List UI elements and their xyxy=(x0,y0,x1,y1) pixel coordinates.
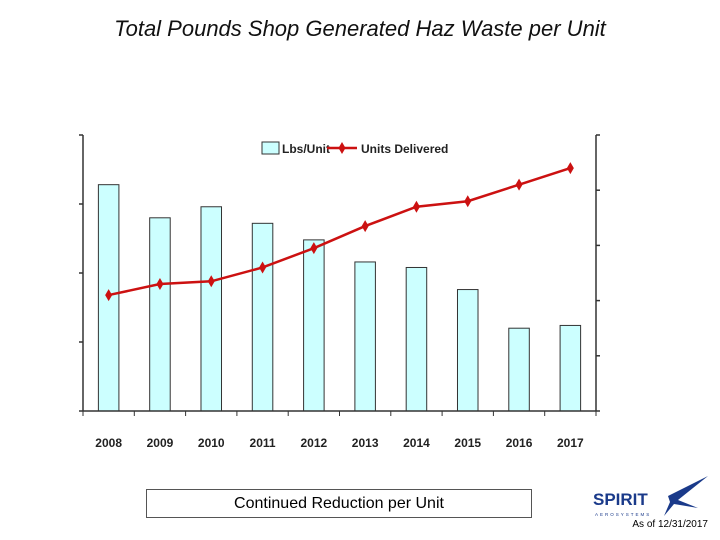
line-point-2015 xyxy=(464,195,472,208)
x-tick-label: 2010 xyxy=(198,436,225,450)
line-point-2013 xyxy=(361,220,369,233)
x-tick-label: 2016 xyxy=(506,436,533,450)
bar-2011 xyxy=(251,222,274,412)
chart-title: Total Pounds Shop Generated Haz Waste pe… xyxy=(114,16,606,41)
x-tick-label: 2009 xyxy=(147,436,174,450)
caption-box: Continued Reduction per Unit xyxy=(146,489,532,518)
legend-label-line: Units Delivered xyxy=(361,142,448,156)
line-point-2009 xyxy=(156,278,164,291)
line-point-2017 xyxy=(566,162,574,175)
bar-2010 xyxy=(200,206,223,412)
logo-sub: AEROSYSTEMS xyxy=(595,512,651,517)
bar-2016 xyxy=(508,327,530,412)
aircraft-swoosh-icon xyxy=(664,476,708,516)
line-point-2014 xyxy=(412,200,420,213)
line-point-2010 xyxy=(207,275,215,288)
legend-marker-line xyxy=(338,142,346,154)
x-tick-label: 2017 xyxy=(557,436,584,450)
x-tick-label: 2013 xyxy=(352,436,379,450)
bar-2015 xyxy=(456,289,479,412)
x-tick-label: 2008 xyxy=(95,436,122,450)
logo-word: SPIRIT xyxy=(593,490,648,509)
bar-2017 xyxy=(559,324,582,412)
bar-2013 xyxy=(354,261,376,412)
line-point-2008 xyxy=(105,289,113,302)
bar-2009 xyxy=(149,217,171,412)
x-tick-labels: 2008 2009 2010 2011 2012 2013 2014 2015 2016 2017 xyxy=(95,436,584,450)
as-of-date: As of 12/31/2017 xyxy=(632,519,708,530)
legend-swatch-bar xyxy=(261,141,280,155)
spirit-logo: SPIRIT AEROSYSTEMS xyxy=(590,466,712,523)
line-series xyxy=(105,162,574,302)
chart-axes xyxy=(79,134,600,416)
bar-2012 xyxy=(303,239,325,412)
x-tick-label: 2015 xyxy=(454,436,481,450)
x-tick-label: 2011 xyxy=(250,436,276,450)
legend-label-bar: Lbs/Unit xyxy=(282,142,330,156)
line-point-2016 xyxy=(515,178,523,191)
units-delivered-line xyxy=(108,166,571,297)
bar-2014 xyxy=(405,266,428,412)
x-tick-label: 2014 xyxy=(403,436,430,450)
line-point-2012 xyxy=(310,242,318,255)
chart-legend: Lbs/Unit Units Delivered xyxy=(261,141,448,156)
bar-series xyxy=(97,184,582,412)
line-point-2011 xyxy=(259,261,267,274)
x-tick-label: 2012 xyxy=(300,436,327,450)
